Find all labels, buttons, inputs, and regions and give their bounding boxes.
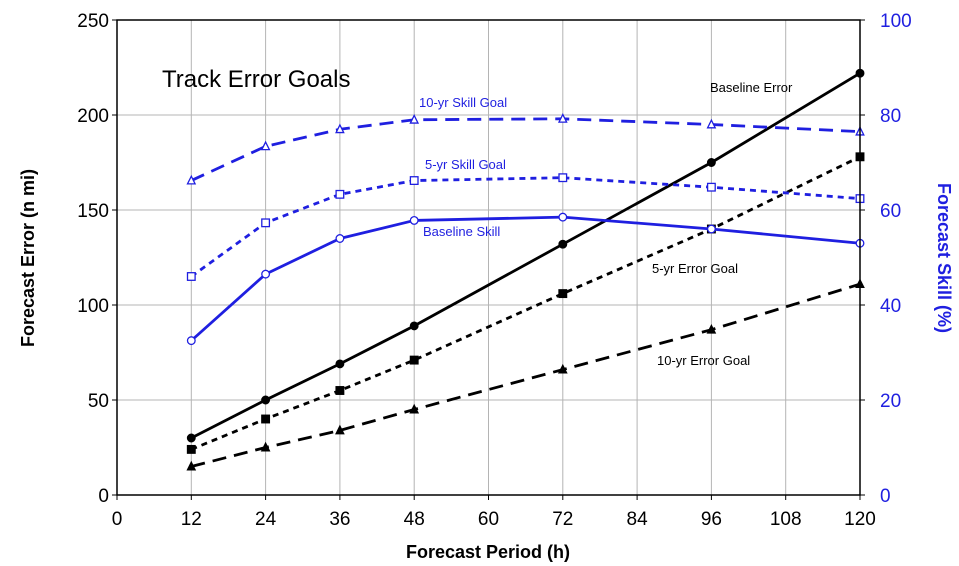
data-point (335, 359, 345, 369)
series-5-yr-error-goal (186, 152, 865, 454)
label-10yr-skill-goal: 10-yr Skill Goal (419, 95, 507, 110)
x-axis-title: Forecast Period (h) (406, 542, 570, 562)
data-point (558, 173, 568, 183)
series-baseline-error (186, 68, 865, 443)
data-point (706, 118, 717, 129)
data-point (186, 174, 197, 185)
y-left-tick-label: 200 (77, 106, 109, 127)
y-right-tick-label: 100 (880, 11, 912, 32)
label-baseline-skill: Baseline Skill (423, 224, 500, 239)
y-left-tick-label: 100 (77, 296, 109, 317)
data-point (335, 189, 345, 199)
y-left-tick-label: 50 (88, 391, 109, 412)
label-10yr-error-goal: 10-yr Error Goal (657, 353, 750, 368)
x-tick-label: 48 (404, 509, 425, 530)
x-tick-label: 120 (844, 509, 876, 530)
data-point (186, 444, 196, 454)
y-right-tick-label: 0 (880, 486, 891, 507)
plot-frame (116, 19, 861, 496)
data-point (186, 433, 196, 443)
series-line (190, 155, 861, 451)
series-baseline-skill (186, 212, 865, 346)
x-tick-label: 108 (770, 509, 802, 530)
data-point (558, 289, 568, 299)
x-tick-label: 84 (627, 509, 649, 530)
label-5yr-error-goal: 5-yr Error Goal (652, 261, 738, 276)
tick-labels: 0 12 24 36 48 60 72 84 96 108 12005010015020025002… (77, 11, 911, 530)
y-right-tick-label: 40 (880, 296, 901, 317)
data-point (409, 403, 420, 414)
data-point (261, 414, 271, 424)
data-point (409, 113, 420, 124)
data-point (335, 234, 345, 243)
data-point (706, 182, 716, 192)
data-point (335, 386, 345, 395)
grid (112, 19, 865, 500)
data-point (261, 269, 271, 279)
data-point (409, 355, 419, 365)
data-point (558, 239, 568, 249)
x-tick-label: 72 (552, 509, 573, 530)
data-point (409, 215, 419, 225)
data-point (186, 460, 197, 471)
x-tick-label: 36 (329, 509, 350, 530)
x-tick-label: 96 (701, 509, 722, 530)
x-tick-label: 60 (478, 509, 499, 530)
y-axis-left-title: Forecast Error (n mi) (18, 169, 38, 347)
data-point (558, 212, 568, 222)
label-baseline-error: Baseline Error (710, 80, 793, 95)
series-line (190, 215, 861, 342)
y-axis-right-title: Forecast Skill (%) (934, 183, 954, 333)
data-point (260, 140, 271, 151)
data-point (261, 395, 271, 405)
data-point (409, 176, 419, 185)
data-point (261, 218, 271, 228)
x-tick-label: 12 (181, 509, 202, 530)
data-point (706, 323, 717, 334)
data-point (409, 321, 419, 331)
data-point (260, 441, 271, 452)
data-point (706, 224, 716, 234)
data-point (186, 272, 196, 281)
y-left-tick-label: 0 (98, 486, 109, 507)
data-point (335, 123, 345, 134)
series-10-yr-skill-goal (186, 113, 865, 185)
y-right-tick-label: 20 (880, 391, 901, 412)
y-right-tick-label: 80 (880, 106, 901, 127)
series-line (190, 282, 861, 468)
y-right-tick-label: 60 (880, 201, 901, 222)
chart-title: Track Error Goals (162, 66, 350, 93)
data-point (557, 113, 568, 123)
x-tick-label: 24 (255, 509, 277, 530)
label-5yr-skill-goal: 5-yr Skill Goal (425, 157, 506, 172)
series-line (190, 117, 861, 182)
x-tick-label: 0 (112, 509, 123, 530)
y-left-tick-label: 250 (77, 11, 109, 32)
data-point (557, 363, 568, 374)
series-10-yr-error-goal (186, 278, 865, 471)
data-point (186, 336, 196, 346)
series-layer (186, 68, 865, 471)
data-point (335, 424, 345, 435)
y-left-tick-label: 150 (77, 201, 109, 222)
data-point (706, 158, 716, 167)
